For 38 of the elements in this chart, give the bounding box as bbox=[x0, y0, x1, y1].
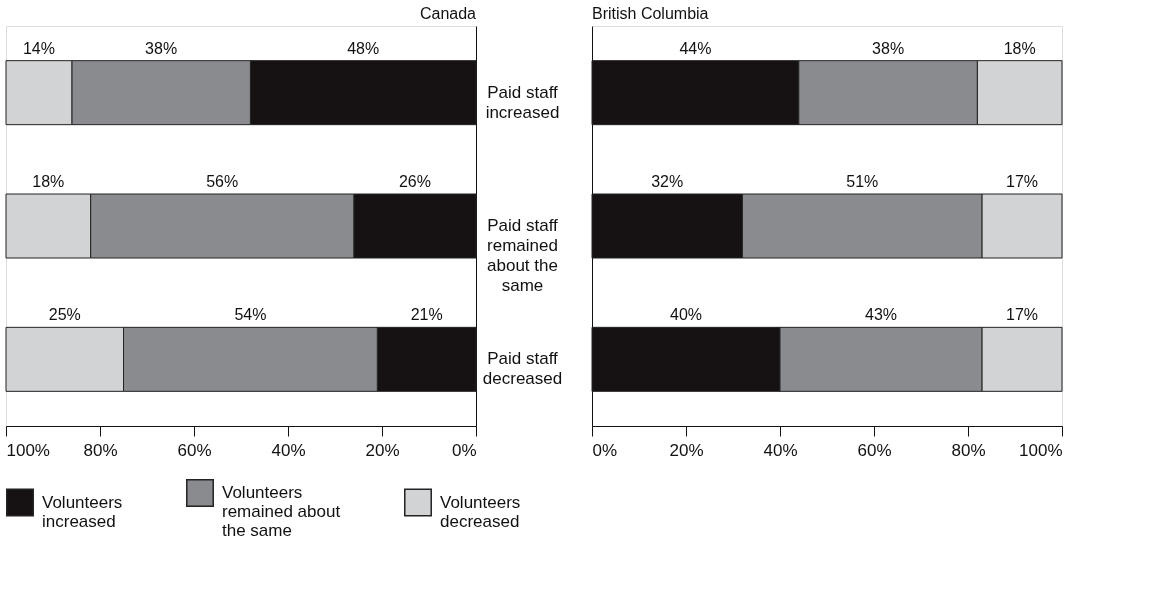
y-tick-label: Paid staff remained about the same bbox=[487, 216, 559, 295]
x-tick-label: 0% bbox=[592, 440, 618, 460]
data-label: 38% bbox=[872, 39, 905, 57]
data-label: 38% bbox=[145, 39, 178, 57]
x-tick-label: 20% bbox=[365, 440, 400, 460]
data-label: 54% bbox=[234, 306, 267, 324]
x-tick-label: 0% bbox=[451, 440, 477, 460]
y-tick-label: Paid staff decreased bbox=[482, 349, 563, 389]
chart-title: British Columbia bbox=[592, 5, 709, 22]
x-tick-label: 40% bbox=[763, 440, 798, 460]
x-tick-label: 80% bbox=[83, 440, 118, 460]
data-label: 43% bbox=[865, 306, 898, 324]
chart-title: Canada bbox=[419, 5, 477, 22]
data-label: 32% bbox=[651, 173, 684, 190]
x-tick-label: 60% bbox=[857, 440, 892, 460]
x-tick-label: 100% bbox=[6, 440, 50, 460]
data-label: 26% bbox=[398, 173, 431, 190]
data-label: 18% bbox=[32, 173, 65, 190]
data-label: 17% bbox=[1006, 306, 1039, 324]
x-tick-label: 20% bbox=[669, 440, 704, 460]
legend-label: Volunteers increased bbox=[42, 492, 123, 531]
data-label: 48% bbox=[347, 39, 380, 57]
y-tick-label: Paid staff increased bbox=[485, 82, 560, 122]
data-label: 40% bbox=[669, 306, 703, 324]
data-label: 17% bbox=[1006, 173, 1039, 190]
data-label: 25% bbox=[48, 306, 81, 324]
data-label: 51% bbox=[846, 173, 879, 190]
data-label: 18% bbox=[1003, 39, 1036, 57]
legend-label: Volunteers decreased bbox=[440, 492, 521, 531]
x-tick-label: 80% bbox=[951, 440, 986, 460]
data-label: 14% bbox=[22, 39, 55, 57]
data-label: 21% bbox=[410, 306, 443, 324]
data-label: 56% bbox=[206, 173, 239, 190]
data-label: 44% bbox=[679, 39, 712, 57]
x-tick-label: 60% bbox=[177, 440, 212, 460]
x-tick-label: 100% bbox=[1019, 440, 1063, 460]
x-tick-label: 40% bbox=[271, 440, 306, 460]
legend-label: Volunteers remained about the same bbox=[222, 483, 341, 540]
